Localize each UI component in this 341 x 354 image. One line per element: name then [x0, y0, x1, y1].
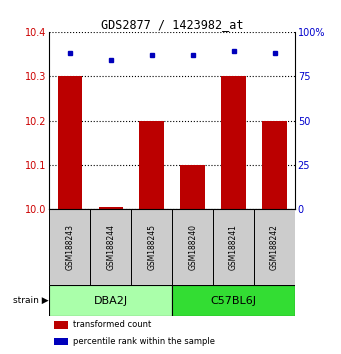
Text: GSM188244: GSM188244	[106, 224, 115, 270]
Text: DBA2J: DBA2J	[94, 296, 128, 306]
Bar	[49, 285, 172, 316]
Bar	[54, 338, 68, 345]
Bar	[49, 209, 90, 285]
Bar	[99, 207, 123, 209]
Bar	[172, 209, 213, 285]
Text: GSM188245: GSM188245	[147, 224, 156, 270]
Bar	[254, 209, 295, 285]
Bar	[131, 209, 172, 285]
Text: GSM188241: GSM188241	[229, 224, 238, 270]
Text: C57BL6J: C57BL6J	[211, 296, 256, 306]
Text: GSM188242: GSM188242	[270, 224, 279, 270]
Text: percentile rank within the sample: percentile rank within the sample	[73, 337, 215, 346]
Bar	[58, 76, 82, 209]
Text: GSM188243: GSM188243	[65, 224, 74, 270]
Bar	[172, 285, 295, 316]
Text: transformed count: transformed count	[73, 320, 151, 330]
Bar	[139, 121, 164, 209]
Bar	[54, 321, 68, 329]
Text: GSM188240: GSM188240	[188, 224, 197, 270]
Bar	[90, 209, 131, 285]
Text: strain ▶: strain ▶	[13, 296, 49, 305]
Bar	[262, 121, 287, 209]
Bar	[221, 76, 246, 209]
Bar	[213, 209, 254, 285]
Bar	[180, 165, 205, 209]
Title: GDS2877 / 1423982_at: GDS2877 / 1423982_at	[101, 18, 243, 31]
